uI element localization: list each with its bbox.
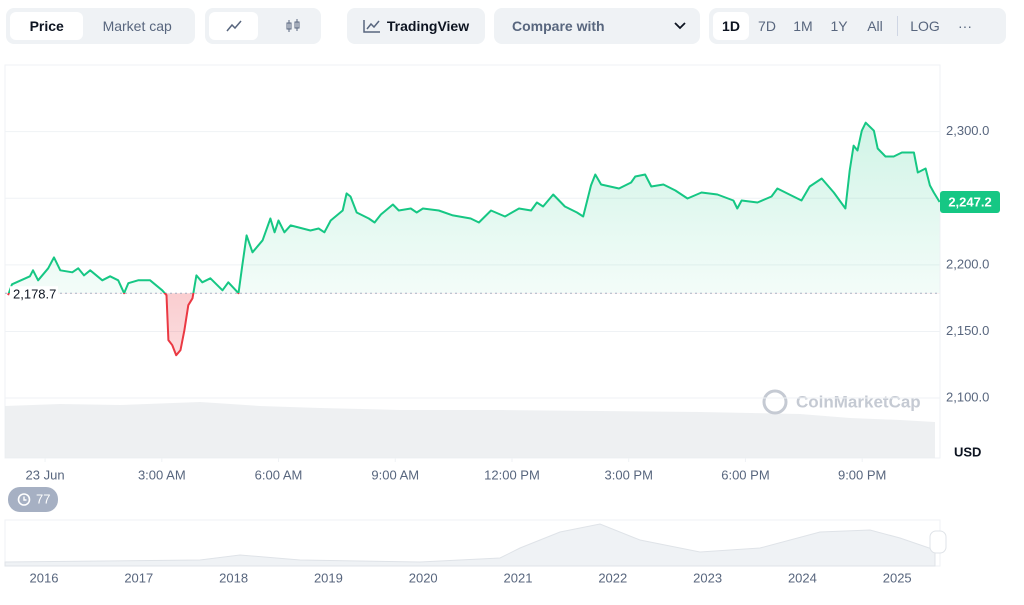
unit-label: USD	[954, 444, 981, 459]
year-label: 2025	[883, 570, 912, 585]
x-tick-label: 12:00 PM	[484, 467, 540, 482]
range-button[interactable]: 1Y	[830, 18, 848, 34]
badge[interactable]: 77	[8, 487, 58, 512]
market-cap-button[interactable]: Market cap	[102, 18, 172, 34]
y-tick-label: 2,300.0	[946, 123, 989, 138]
year-label: 2019	[314, 570, 343, 585]
range-button[interactable]: LOG	[910, 18, 940, 34]
price-tag-label: 2,247.2	[948, 194, 991, 209]
price-area	[8, 122, 940, 356]
price-tag	[940, 190, 1000, 213]
watermark-text: CoinMarketCap	[796, 392, 921, 411]
chart-style-toggle	[205, 8, 321, 44]
year-label: 2024	[788, 570, 817, 585]
y-tick-label: 2,200.0	[946, 256, 989, 271]
range-toggle: 1D 7D 1M 1Y All LOG ···	[709, 8, 1006, 44]
year-label: 2016	[30, 570, 59, 585]
range-button[interactable]: 1D	[713, 12, 749, 40]
year-label: 2021	[504, 570, 533, 585]
separator	[897, 16, 898, 36]
chevron	[674, 22, 686, 30]
range-button[interactable]: 7D	[758, 18, 776, 34]
x-tick-label: 9:00 PM	[838, 467, 886, 482]
year-label: 2023	[693, 570, 722, 585]
metric-toggle: Price Market cap	[6, 8, 195, 44]
more-button[interactable]: ···	[958, 18, 972, 34]
y-tick-label: 2,150.0	[946, 323, 989, 338]
candle-icon	[286, 19, 299, 32]
tradingview-button[interactable]: TradingView	[351, 12, 481, 40]
tradingview-group: TradingView	[347, 8, 485, 44]
x-tick-label: 23 Jun	[26, 467, 65, 482]
x-tick-label: 3:00 AM	[138, 467, 186, 482]
reference-label-bg	[10, 286, 58, 301]
year-label: 2017	[124, 570, 153, 585]
x-tick-label: 3:00 PM	[605, 467, 653, 482]
x-tick-label: 6:00 PM	[721, 467, 769, 482]
volume-area	[5, 402, 935, 458]
compare-dropdown[interactable]: Compare with	[494, 8, 700, 44]
year-label: 2020	[409, 570, 438, 585]
range-button[interactable]: All	[867, 18, 883, 34]
y-tick-label: 2,100.0	[946, 389, 989, 404]
badge-text: 77	[36, 491, 50, 506]
price-button[interactable]: Price	[10, 12, 84, 40]
range-button[interactable]: 1M	[793, 18, 813, 34]
navigator-handle[interactable]	[929, 530, 947, 554]
line-button[interactable]	[209, 12, 258, 40]
compare-label: Compare with	[512, 18, 605, 34]
year-label: 2022	[598, 570, 627, 585]
x-tick-label: 9:00 AM	[371, 467, 419, 482]
watermark: CoinMarketCap	[762, 389, 921, 415]
tradingview-label: TradingView	[386, 18, 470, 34]
reference-label: 2,178.7	[13, 287, 56, 302]
line-icon	[225, 20, 242, 32]
price-line	[7, 121, 941, 357]
tv-icon	[363, 20, 380, 33]
candle-button[interactable]	[268, 12, 317, 40]
x-tick-label: 6:00 AM	[255, 467, 303, 482]
navigator-area	[4, 523, 936, 567]
year-label: 2018	[219, 570, 248, 585]
